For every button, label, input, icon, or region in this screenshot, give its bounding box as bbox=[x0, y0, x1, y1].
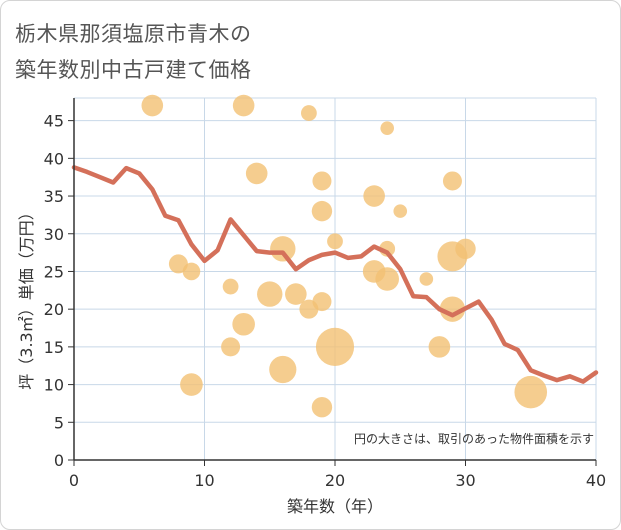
data-bubble bbox=[327, 233, 343, 250]
x-tick-label: 30 bbox=[455, 471, 475, 490]
y-tick-label: 30 bbox=[44, 225, 64, 244]
trend-line-group bbox=[71, 165, 599, 384]
x-axis-label: 築年数（年） bbox=[287, 497, 383, 516]
data-bubble bbox=[311, 397, 333, 418]
data-bubbles bbox=[141, 94, 548, 418]
y-tick-label: 10 bbox=[44, 376, 64, 395]
x-tick-label: 20 bbox=[325, 471, 345, 490]
trend-line bbox=[71, 165, 599, 384]
data-bubble bbox=[270, 236, 296, 262]
y-tick-label: 20 bbox=[44, 300, 64, 319]
y-tick-label: 15 bbox=[44, 338, 64, 357]
chart-title-line1: 栃木県那須塩原市青木の bbox=[15, 22, 252, 46]
y-tick-label: 0 bbox=[54, 451, 64, 470]
data-bubble bbox=[380, 121, 395, 135]
data-bubble bbox=[285, 283, 307, 305]
size-annotation: 円の大きさは、取引のあった物件面積を示す bbox=[354, 431, 594, 446]
y-axis-label: 坪（3.3㎡）単価（万円） bbox=[17, 204, 36, 389]
x-tick-label: 0 bbox=[69, 471, 79, 490]
data-bubble bbox=[363, 185, 385, 207]
x-tick-label: 10 bbox=[194, 471, 214, 490]
data-bubble bbox=[299, 299, 319, 319]
grid-lines bbox=[74, 97, 597, 460]
chart-title-line2: 築年数別中古戸建て価格 bbox=[15, 58, 252, 82]
data-bubble bbox=[428, 336, 451, 358]
data-bubble bbox=[222, 278, 239, 295]
data-bubble bbox=[232, 94, 255, 117]
y-tick-label: 40 bbox=[44, 149, 64, 168]
data-bubble bbox=[312, 171, 332, 191]
data-bubble bbox=[269, 355, 297, 384]
data-bubble bbox=[439, 296, 466, 322]
y-tick-label: 35 bbox=[44, 187, 64, 206]
axes: 0 5 10 15 20 25 30 35 40 45 0 10 20 30 40 bbox=[44, 98, 606, 490]
y-tick-label: 5 bbox=[54, 413, 64, 432]
data-bubble bbox=[393, 204, 408, 218]
data-bubble bbox=[301, 105, 317, 121]
data-bubble bbox=[442, 171, 462, 191]
data-bubble bbox=[257, 281, 283, 307]
data-bubble bbox=[514, 375, 548, 409]
y-tick-label: 45 bbox=[44, 112, 64, 131]
data-bubble bbox=[141, 94, 164, 117]
x-tick-label: 40 bbox=[586, 471, 606, 490]
data-bubble bbox=[221, 337, 241, 357]
data-bubble bbox=[180, 373, 203, 396]
data-bubble bbox=[375, 267, 400, 291]
data-bubble bbox=[245, 162, 268, 185]
data-bubble bbox=[182, 262, 201, 281]
data-bubble bbox=[315, 327, 355, 366]
y-tick-label: 25 bbox=[44, 262, 64, 281]
data-bubble bbox=[419, 272, 434, 286]
data-bubble bbox=[232, 312, 255, 336]
data-bubble bbox=[311, 200, 333, 222]
data-bubble bbox=[455, 238, 476, 260]
